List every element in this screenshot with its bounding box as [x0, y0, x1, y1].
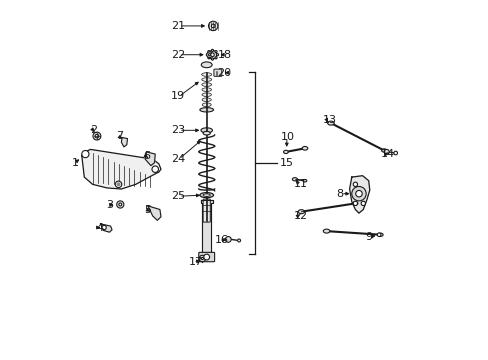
Circle shape [351, 186, 366, 201]
Circle shape [93, 132, 101, 140]
Text: 2: 2 [90, 125, 97, 135]
Text: 24: 24 [170, 154, 184, 164]
Polygon shape [148, 206, 161, 220]
Text: 8: 8 [336, 189, 343, 199]
Polygon shape [81, 149, 161, 189]
Circle shape [211, 24, 215, 28]
Ellipse shape [200, 108, 213, 112]
Text: 5: 5 [144, 204, 151, 215]
Text: 14: 14 [381, 149, 395, 159]
Text: 19: 19 [170, 91, 184, 102]
Ellipse shape [201, 128, 212, 133]
Circle shape [355, 190, 362, 197]
Text: 23: 23 [170, 125, 184, 135]
Circle shape [225, 237, 231, 242]
Circle shape [208, 21, 218, 31]
Text: 11: 11 [294, 179, 307, 189]
Circle shape [216, 54, 218, 56]
Ellipse shape [202, 83, 211, 86]
Circle shape [115, 181, 122, 188]
Circle shape [208, 50, 216, 59]
Text: 1: 1 [72, 158, 79, 168]
Circle shape [201, 257, 203, 260]
Circle shape [215, 57, 217, 59]
Ellipse shape [292, 177, 297, 181]
Circle shape [206, 52, 212, 58]
Text: 18: 18 [217, 50, 231, 60]
Text: 22: 22 [170, 50, 184, 60]
Circle shape [119, 203, 122, 206]
Circle shape [207, 57, 209, 59]
Text: 10: 10 [281, 132, 295, 142]
Circle shape [207, 51, 209, 53]
Circle shape [152, 166, 158, 172]
Text: 20: 20 [217, 68, 231, 78]
Ellipse shape [327, 121, 333, 125]
Circle shape [352, 201, 357, 206]
Circle shape [215, 51, 217, 53]
Ellipse shape [202, 78, 211, 81]
Circle shape [384, 149, 388, 154]
Ellipse shape [302, 147, 307, 150]
Ellipse shape [201, 62, 212, 68]
Ellipse shape [202, 93, 211, 96]
Circle shape [102, 225, 106, 230]
Circle shape [81, 150, 89, 158]
Text: 3: 3 [106, 200, 113, 210]
Circle shape [208, 54, 210, 56]
Circle shape [237, 239, 240, 242]
Circle shape [206, 54, 208, 56]
Text: 6: 6 [142, 150, 150, 161]
Ellipse shape [303, 180, 306, 182]
Ellipse shape [323, 229, 329, 233]
Ellipse shape [283, 150, 287, 153]
Ellipse shape [202, 88, 211, 91]
Ellipse shape [202, 103, 211, 107]
Circle shape [211, 49, 213, 51]
Text: 21: 21 [170, 21, 184, 31]
Circle shape [352, 182, 357, 186]
Text: 15: 15 [279, 158, 293, 168]
Ellipse shape [203, 131, 210, 135]
Ellipse shape [200, 193, 213, 198]
FancyBboxPatch shape [213, 69, 222, 76]
Text: 7: 7 [115, 131, 122, 141]
Polygon shape [145, 152, 155, 166]
Text: 16: 16 [215, 235, 228, 246]
Ellipse shape [203, 194, 210, 197]
Ellipse shape [377, 233, 382, 237]
Circle shape [361, 201, 365, 206]
Circle shape [117, 183, 120, 186]
Ellipse shape [201, 73, 211, 76]
Circle shape [117, 201, 123, 208]
Circle shape [393, 151, 397, 155]
Text: 9: 9 [365, 232, 371, 242]
Circle shape [211, 58, 213, 60]
Circle shape [203, 254, 209, 260]
Circle shape [199, 255, 205, 262]
Polygon shape [101, 224, 112, 232]
Polygon shape [121, 138, 127, 147]
Circle shape [95, 134, 99, 138]
Text: 13: 13 [322, 114, 336, 125]
Text: 12: 12 [294, 211, 307, 221]
Polygon shape [349, 176, 369, 213]
Ellipse shape [381, 149, 386, 152]
Text: 25: 25 [170, 191, 184, 201]
FancyBboxPatch shape [199, 252, 214, 262]
FancyBboxPatch shape [203, 199, 210, 222]
Text: 4: 4 [96, 222, 103, 233]
Text: 17: 17 [188, 257, 203, 267]
Ellipse shape [298, 210, 304, 213]
Polygon shape [200, 200, 212, 254]
Circle shape [377, 233, 380, 237]
Ellipse shape [352, 202, 357, 205]
Ellipse shape [202, 98, 211, 102]
Circle shape [210, 53, 214, 57]
